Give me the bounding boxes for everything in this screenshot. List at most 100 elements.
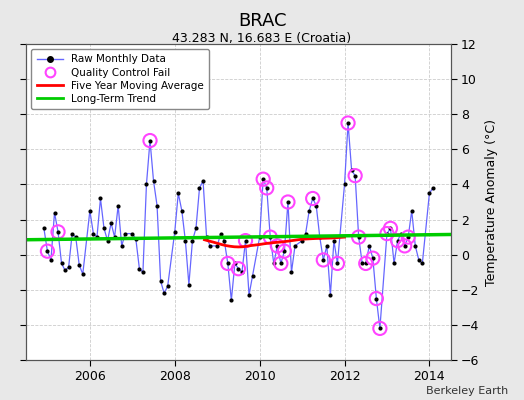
Point: [277, 260, 285, 267]
Point: [111, 234, 119, 240]
Point: [142, 181, 150, 188]
Point: [344, 120, 352, 126]
Point: [404, 234, 412, 240]
Point: [54, 229, 62, 235]
Point: [153, 202, 161, 209]
Point: [255, 234, 264, 240]
Point: [85, 208, 94, 214]
Point: [408, 208, 416, 214]
Point: [43, 248, 51, 254]
Point: [404, 234, 412, 240]
Point: [383, 230, 391, 237]
Point: [163, 283, 172, 290]
Point: [312, 202, 320, 209]
Text: Berkeley Earth: Berkeley Earth: [426, 386, 508, 396]
Point: [287, 269, 296, 276]
Point: [319, 257, 328, 263]
Point: [376, 325, 384, 332]
Point: [103, 238, 112, 244]
Point: [400, 243, 409, 249]
Point: [117, 243, 126, 249]
Point: [57, 260, 66, 267]
Point: [224, 260, 232, 267]
Point: [100, 225, 108, 232]
Point: [362, 260, 370, 267]
Point: [323, 243, 331, 249]
Point: [206, 243, 214, 249]
Point: [220, 238, 228, 244]
Point: [429, 185, 437, 191]
Point: [394, 238, 402, 244]
Point: [195, 185, 204, 191]
Point: [199, 178, 208, 184]
Point: [61, 267, 69, 274]
Point: [390, 260, 398, 267]
Point: [227, 297, 235, 304]
Point: [114, 202, 123, 209]
Point: [277, 260, 285, 267]
Point: [181, 238, 190, 244]
Text: 43.283 N, 16.683 E (Croatia): 43.283 N, 16.683 E (Croatia): [172, 32, 352, 45]
Point: [351, 172, 359, 179]
Point: [146, 137, 154, 144]
Point: [245, 292, 253, 298]
Point: [280, 248, 289, 254]
Point: [369, 255, 377, 261]
Point: [47, 257, 55, 263]
Point: [40, 225, 48, 232]
Point: [128, 230, 136, 237]
Point: [263, 185, 271, 191]
Point: [184, 281, 193, 288]
Point: [50, 209, 59, 216]
Point: [386, 225, 395, 232]
Point: [266, 234, 275, 240]
Point: [333, 260, 342, 267]
Y-axis label: Temperature Anomaly (°C): Temperature Anomaly (°C): [485, 118, 498, 286]
Point: [160, 290, 168, 296]
Point: [344, 120, 352, 126]
Point: [365, 243, 374, 249]
Point: [43, 248, 51, 254]
Point: [298, 238, 306, 244]
Point: [305, 208, 313, 214]
Point: [309, 195, 317, 202]
Point: [369, 255, 377, 261]
Point: [333, 260, 342, 267]
Point: [213, 243, 221, 249]
Point: [238, 269, 246, 276]
Point: [242, 238, 250, 244]
Point: [263, 185, 271, 191]
Point: [340, 181, 348, 188]
Point: [135, 266, 144, 272]
Point: [178, 208, 186, 214]
Point: [319, 257, 328, 263]
Point: [157, 278, 165, 284]
Point: [273, 243, 281, 249]
Point: [149, 178, 158, 184]
Point: [372, 295, 380, 302]
Point: [89, 230, 97, 237]
Point: [139, 269, 147, 276]
Text: BRAC: BRAC: [238, 12, 286, 30]
Point: [351, 172, 359, 179]
Point: [372, 295, 380, 302]
Point: [280, 248, 289, 254]
Point: [146, 137, 154, 144]
Point: [376, 325, 384, 332]
Point: [347, 167, 356, 174]
Point: [397, 230, 405, 237]
Point: [75, 262, 83, 268]
Point: [188, 238, 196, 244]
Point: [79, 271, 87, 277]
Legend: Raw Monthly Data, Quality Control Fail, Five Year Moving Average, Long-Term Tren: Raw Monthly Data, Quality Control Fail, …: [31, 49, 209, 109]
Point: [414, 257, 423, 263]
Point: [284, 199, 292, 205]
Point: [224, 260, 232, 267]
Point: [96, 195, 105, 202]
Point: [132, 236, 140, 242]
Point: [231, 260, 239, 267]
Point: [315, 234, 324, 240]
Point: [68, 230, 77, 237]
Point: [284, 199, 292, 205]
Point: [266, 234, 275, 240]
